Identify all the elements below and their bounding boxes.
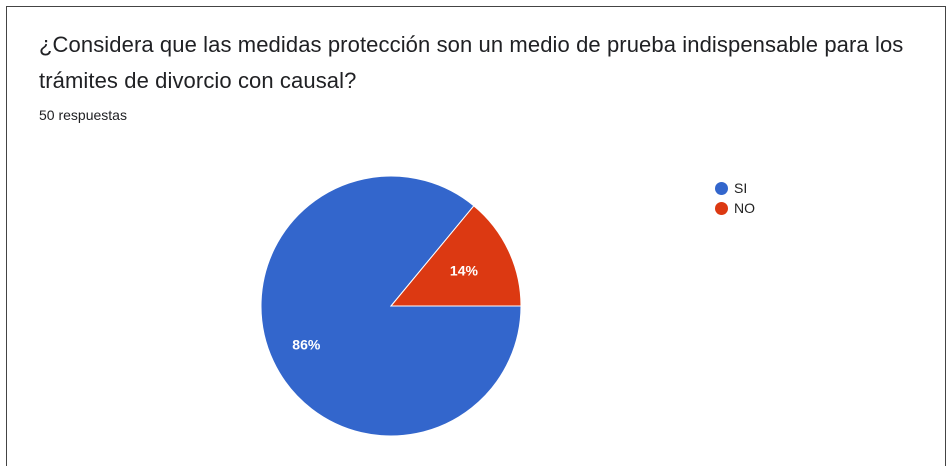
pie-slices — [260, 175, 522, 437]
pie-labels: 86% 14% — [292, 262, 478, 352]
legend-label-no: NO — [734, 200, 755, 216]
pie-chart: 86% 14% — [260, 175, 522, 437]
pie-slice-no[interactable] — [389, 205, 522, 307]
pie-label-si: 86% — [292, 337, 321, 353]
response-count: 50 respuestas — [39, 107, 127, 123]
legend-item-no[interactable]: NO — [715, 198, 755, 218]
legend-item-si[interactable]: SI — [715, 178, 755, 198]
question-title: ¿Considera que las medidas protección so… — [39, 32, 904, 93]
chart-legend: SI NO — [715, 178, 755, 218]
chart-card: ¿Considera que las medidas protección so… — [6, 6, 946, 466]
legend-swatch-si — [715, 181, 728, 195]
pie-label-no: 14% — [450, 262, 479, 278]
legend-swatch-no — [715, 201, 728, 215]
legend-label-si: SI — [734, 180, 748, 196]
